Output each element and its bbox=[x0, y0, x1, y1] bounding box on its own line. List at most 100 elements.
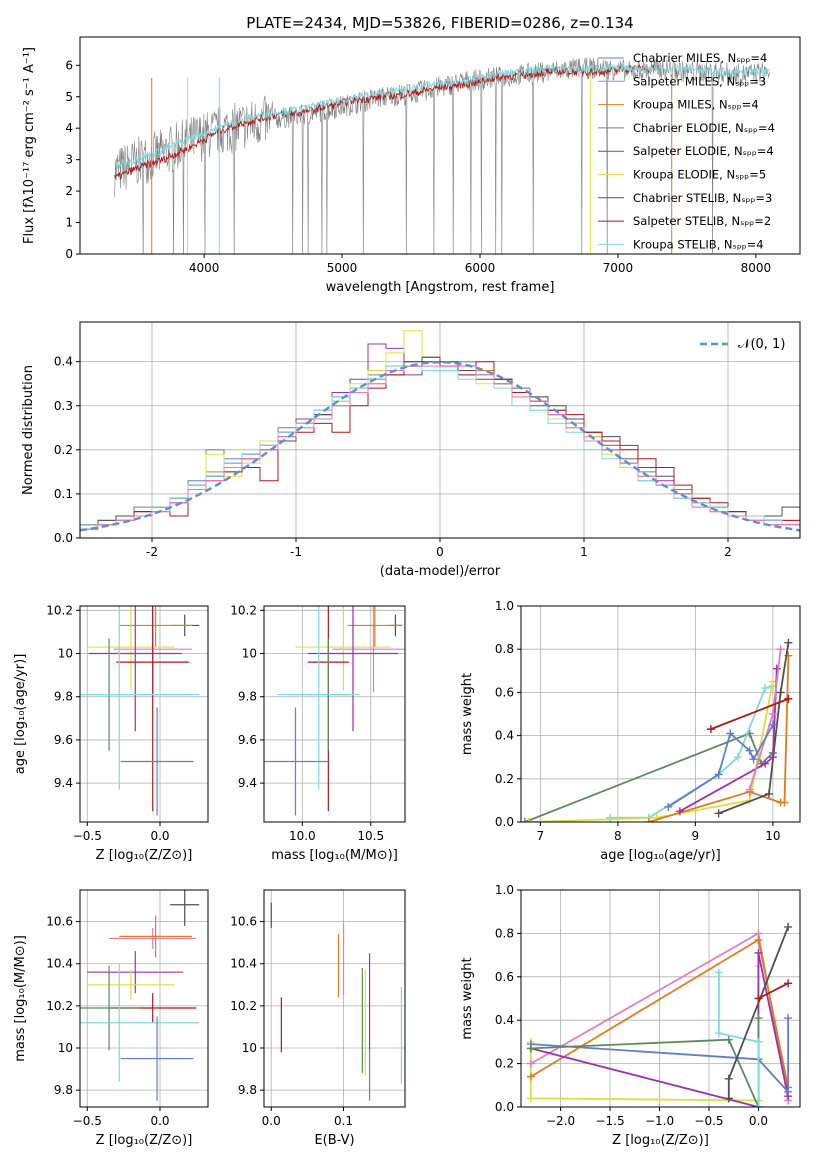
legend-label: Kroupa ELODIE, Nₛₚₚ=5 bbox=[633, 168, 766, 182]
plus-marker bbox=[754, 948, 763, 957]
plus-marker bbox=[784, 922, 793, 931]
legend-label: Salpeter MILES, Nₛₚₚ=3 bbox=[633, 74, 766, 88]
y-axis-label: Flux [fλ10⁻¹⁷ erg cm⁻² s⁻¹ A⁻¹] bbox=[22, 47, 37, 244]
plus-marker bbox=[524, 818, 533, 822]
y-tick-label: 10.2 bbox=[230, 999, 257, 1013]
plus-marker bbox=[749, 755, 758, 764]
y-tick-label: 10.4 bbox=[46, 957, 73, 971]
x-tick-label: 7000 bbox=[603, 261, 634, 275]
y-tick-label: 10 bbox=[242, 647, 257, 661]
weight-line bbox=[528, 681, 774, 822]
plus-marker bbox=[772, 664, 781, 673]
plus-marker bbox=[526, 1072, 535, 1081]
x-axis-label: wavelength [Angstrom, rest frame] bbox=[326, 280, 555, 295]
y-tick-label: 0 bbox=[65, 247, 73, 261]
weight-line bbox=[530, 1018, 789, 1095]
plus-marker bbox=[714, 770, 723, 779]
weight-line bbox=[679, 668, 778, 812]
plus-marker bbox=[675, 807, 684, 816]
plot-area bbox=[80, 606, 200, 816]
plus-marker bbox=[521, 818, 529, 822]
axes-frame bbox=[79, 605, 209, 823]
y-tick-label: 10 bbox=[58, 647, 73, 661]
weight-line bbox=[667, 724, 774, 808]
plot-area bbox=[80, 330, 800, 538]
y-tick-label: 4 bbox=[65, 121, 73, 135]
x-axis-label: Z [log₁₀(Z/Z⊙)] bbox=[96, 848, 193, 863]
x-tick-label: 10.5 bbox=[357, 829, 384, 843]
y-tick-label: 0.6 bbox=[495, 970, 514, 984]
y-axis-label: Normed distribution bbox=[21, 365, 36, 495]
y-tick-label: 9.8 bbox=[54, 690, 73, 704]
legend-label: Kroupa MILES, Nₛₚₚ=4 bbox=[633, 98, 759, 112]
legend-label: Kroupa STELIB, Nₛₚₚ=4 bbox=[633, 237, 764, 251]
plus-marker bbox=[780, 798, 789, 807]
axes-frame bbox=[79, 321, 801, 539]
plus-marker bbox=[765, 789, 773, 798]
legend-label: Chabrier STELIB, Nₛₚₚ=3 bbox=[633, 191, 772, 205]
weight-line bbox=[610, 685, 774, 819]
plot-area bbox=[264, 606, 405, 816]
x-tick-label: 0.0 bbox=[150, 829, 169, 843]
weight-line bbox=[524, 732, 774, 822]
y-tick-label: 0.8 bbox=[495, 642, 514, 656]
x-axis-label: Z [log₁₀(Z/Z⊙)] bbox=[612, 1133, 709, 1148]
y-tick-label: 6 bbox=[65, 58, 73, 72]
plot-area bbox=[521, 638, 793, 822]
y-tick-label: 9.6 bbox=[54, 733, 73, 747]
y-tick-label: 0.6 bbox=[495, 685, 514, 699]
y-tick-label: 9.6 bbox=[238, 733, 257, 747]
plus-marker bbox=[768, 720, 777, 729]
plus-marker bbox=[745, 746, 754, 755]
chart-age-vs-Z: −0.5 0.0 9.4 9.6 9.8 10 10.2 Z [log₁₀(Z/Z⊙)] age… bbox=[13, 603, 209, 863]
y-tick-label: 2 bbox=[65, 184, 73, 198]
x-tick-label: 0.0 bbox=[150, 1114, 169, 1128]
plot-area bbox=[80, 890, 200, 1101]
plus-marker bbox=[768, 753, 777, 762]
y-axis-label: mass weight bbox=[460, 957, 475, 1039]
x-axis-label: (data-model)/error bbox=[380, 564, 501, 579]
plus-marker bbox=[724, 1035, 733, 1044]
plus-marker bbox=[526, 1044, 535, 1053]
x-axis-label: age [log₁₀(age/yr)] bbox=[600, 848, 721, 863]
plus-marker bbox=[761, 684, 770, 693]
chart-residuals: -2 -1 0 1 2 0.0 0.1 0.2 0.3 0.4 (data-model)/error… bbox=[21, 321, 801, 579]
histogram-step bbox=[80, 365, 800, 538]
y-tick-label: 9.4 bbox=[54, 776, 73, 790]
y-tick-label: 0.3 bbox=[54, 399, 73, 413]
weight-line bbox=[710, 698, 789, 730]
x-tick-label: 4000 bbox=[189, 261, 220, 275]
x-tick-label: -1 bbox=[290, 545, 302, 559]
y-tick-label: 9.8 bbox=[238, 1083, 257, 1097]
x-tick-label: 0.0 bbox=[262, 1114, 281, 1128]
x-tick-label: 10 bbox=[765, 829, 780, 843]
plus-marker bbox=[724, 1074, 733, 1083]
plus-marker bbox=[606, 813, 615, 822]
x-tick-label: 9 bbox=[692, 829, 700, 843]
x-tick-label: 8 bbox=[614, 829, 622, 843]
axes-frame bbox=[263, 889, 406, 1108]
y-tick-label: 0.1 bbox=[54, 487, 73, 501]
series-line bbox=[114, 63, 660, 180]
plus-marker bbox=[754, 1103, 763, 1107]
y-tick-label: 10.6 bbox=[230, 915, 257, 929]
x-tick-label: 6000 bbox=[465, 261, 496, 275]
plus-marker bbox=[714, 1029, 723, 1038]
y-tick-label: 10 bbox=[242, 1041, 257, 1055]
y-tick-label: 0.2 bbox=[495, 1057, 514, 1071]
plus-marker bbox=[761, 759, 770, 768]
x-tick-label: 2 bbox=[724, 545, 732, 559]
plus-marker bbox=[526, 1094, 535, 1103]
weight-line bbox=[718, 642, 790, 815]
y-tick-label: 0.0 bbox=[495, 1100, 514, 1114]
plus-marker bbox=[784, 638, 793, 647]
axes-frame bbox=[263, 605, 406, 823]
plus-marker bbox=[754, 935, 763, 944]
weight-line bbox=[530, 1018, 760, 1107]
plus-marker bbox=[754, 1037, 763, 1046]
x-tick-label: 7 bbox=[537, 829, 545, 843]
y-tick-label: 0.4 bbox=[495, 1013, 514, 1027]
weight-line bbox=[648, 655, 790, 822]
plus-marker bbox=[784, 979, 793, 988]
chart-mass-vs-EBV: 0.0 0.1 9.8 10 10.2 10.4 10.6 E(B-V) bbox=[230, 889, 406, 1148]
